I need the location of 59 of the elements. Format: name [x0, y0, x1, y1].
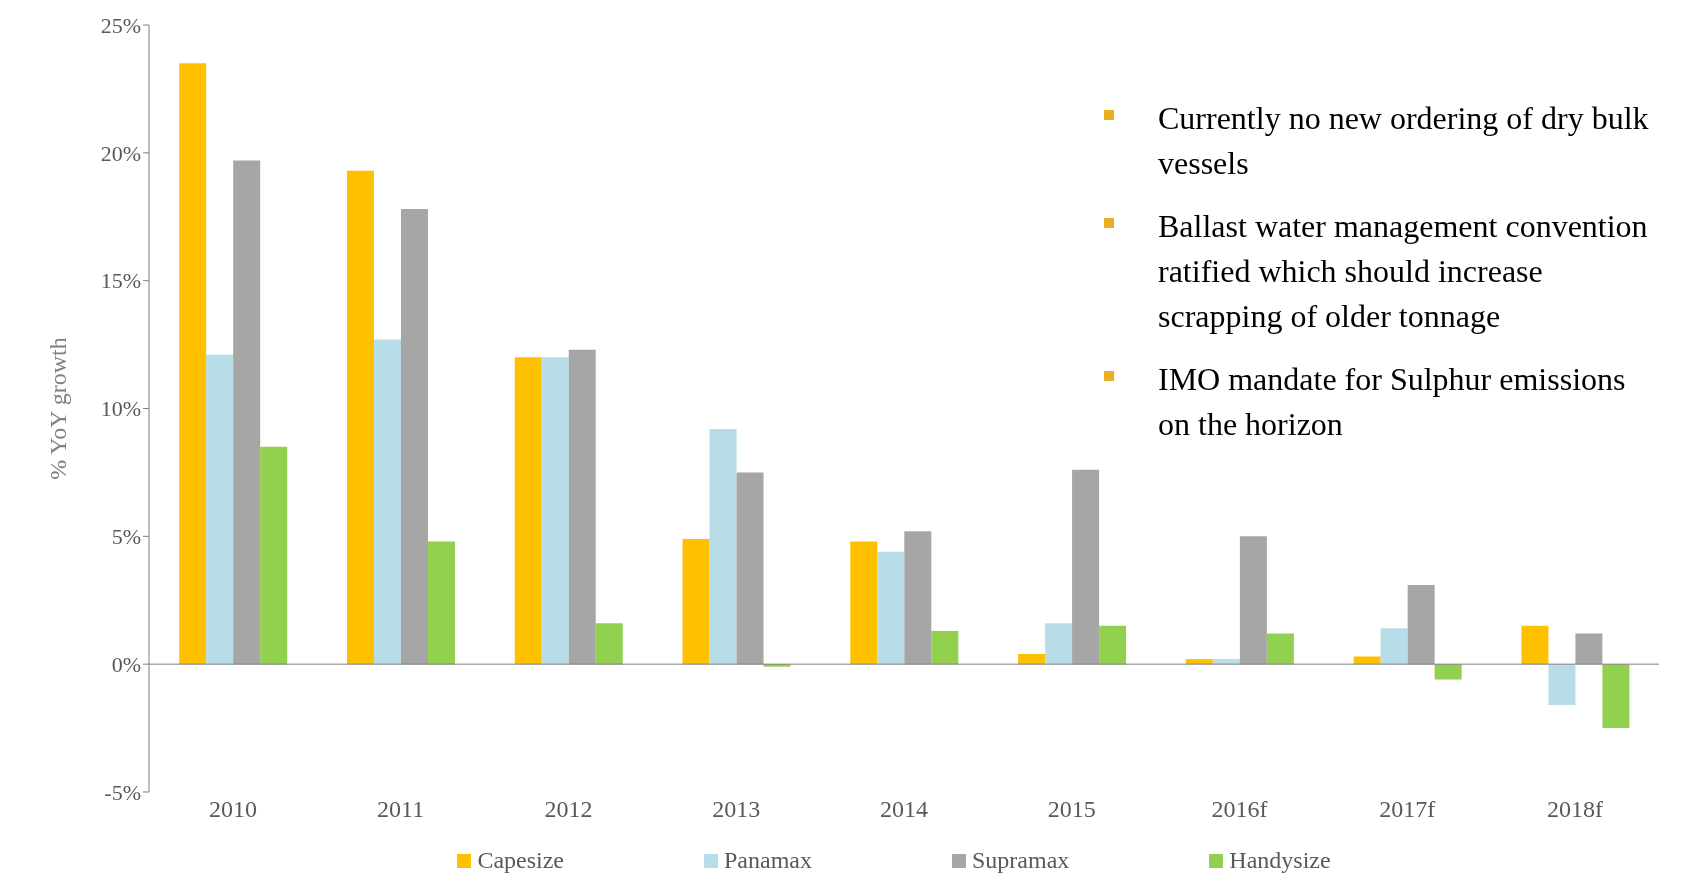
x-tick-label: 2010: [208, 796, 257, 823]
bar: [1072, 469, 1100, 665]
bar: [1602, 664, 1630, 729]
bar: [709, 428, 737, 665]
bar: [541, 357, 569, 665]
bar: [206, 354, 234, 665]
bar: [1434, 664, 1462, 680]
bar: [1407, 584, 1435, 665]
bar: [1575, 633, 1603, 665]
y-tick-label: 25%: [100, 12, 141, 38]
bar: [1212, 659, 1240, 665]
bar: [260, 446, 288, 665]
y-tick-label: 15%: [100, 268, 141, 294]
bar: [1548, 664, 1576, 706]
bar: [1380, 628, 1408, 665]
bar: [1353, 656, 1381, 665]
bar: [850, 541, 878, 665]
annotation: IMO mandate for Sulphur emissions on the horizon: [1158, 360, 1627, 444]
bar: [568, 349, 596, 665]
annotation: Ballast water management convention ratified which should increase scrapping of older tonnage: [1158, 207, 1649, 336]
bar: [1239, 536, 1267, 665]
bar: [682, 538, 710, 665]
bar: [904, 531, 932, 665]
bar: [514, 357, 542, 665]
bar: [400, 209, 428, 665]
legend-label: Panamax: [724, 847, 812, 874]
bar: [1185, 659, 1213, 665]
bar: [1521, 625, 1549, 665]
bar: [179, 63, 207, 665]
bar: [1018, 653, 1046, 665]
bar: [736, 472, 764, 665]
bar: [346, 170, 374, 665]
legend-label: Handysize: [1229, 847, 1331, 874]
x-tick-label: 2014: [880, 796, 928, 823]
x-tick-label: 2011: [377, 796, 425, 823]
y-tick-label: 0%: [111, 651, 141, 677]
y-tick-label: -5%: [104, 779, 141, 805]
annotation: Currently no new ordering of dry bulk vessels: [1158, 99, 1650, 183]
bar: [877, 551, 905, 665]
bar: [1266, 633, 1294, 665]
bar: [233, 160, 261, 665]
x-tick-label: 2017f: [1379, 796, 1436, 823]
x-tick-label: 2018f: [1547, 796, 1604, 823]
bar: [595, 623, 623, 665]
y-tick-label: 5%: [111, 524, 141, 550]
bar: [1045, 623, 1073, 665]
x-tick-label: 2015: [1047, 796, 1096, 823]
x-tick-label: 2012: [544, 796, 593, 823]
bar: [1099, 625, 1127, 665]
legend-label: Supramax: [972, 847, 1070, 874]
x-tick-label: 2013: [712, 796, 761, 823]
bar: [373, 339, 401, 665]
y-axis-title: % YoY growth: [44, 337, 71, 480]
y-tick-label: 10%: [100, 396, 141, 422]
bar: [427, 541, 455, 665]
y-tick-label: 20%: [100, 140, 141, 166]
x-tick-label: 2016f: [1211, 796, 1268, 823]
legend-label: Capesize: [477, 847, 565, 874]
bar: [931, 630, 959, 665]
